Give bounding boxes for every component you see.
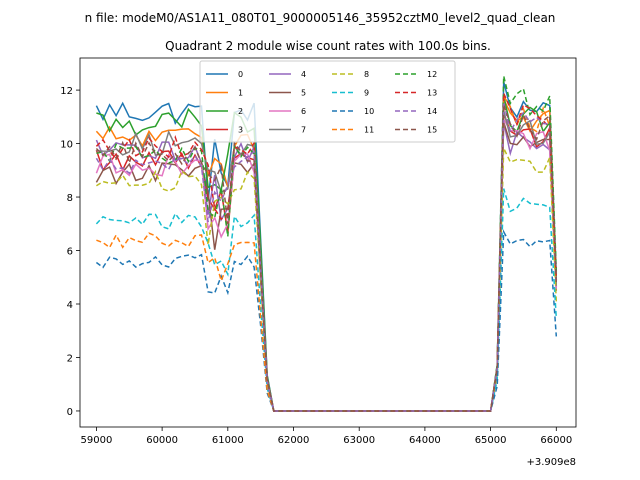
x-tick-label: 66000 (540, 435, 572, 446)
y-tick-label: 4 (67, 300, 73, 311)
legend-label-15: 15 (427, 126, 437, 135)
legend-label-6: 6 (301, 107, 306, 116)
y-tick-label: 12 (60, 86, 73, 97)
plot-lines (95, 75, 558, 412)
legend-label-13: 13 (427, 89, 437, 98)
legend-label-2: 2 (238, 107, 243, 116)
legend-label-14: 14 (427, 107, 437, 116)
legend-label-4: 4 (301, 70, 306, 79)
series-line-6 (95, 116, 558, 412)
legend-label-12: 12 (427, 70, 437, 79)
x-tick-label: 59000 (81, 435, 113, 446)
chart-title: Quadrant 2 module wise count rates with … (165, 39, 491, 53)
x-tick-label: 64000 (409, 435, 441, 446)
series-line-15 (95, 104, 558, 412)
series-line-1 (95, 98, 558, 412)
legend-label-7: 7 (301, 126, 306, 135)
suptitle: n file: modeM0/AS1A11_080T01_9000005146_… (85, 11, 556, 25)
y-tick-label: 2 (67, 353, 73, 364)
x-tick-label: 60000 (146, 435, 178, 446)
legend-label-11: 11 (364, 126, 374, 135)
series-line-14 (95, 101, 558, 412)
x-tick-label: 65000 (475, 435, 507, 446)
series-line-8 (95, 147, 558, 412)
legend-label-10: 10 (364, 107, 374, 116)
y-tick-label: 8 (67, 193, 73, 204)
legend-label-0: 0 (238, 70, 243, 79)
legend-label-3: 3 (238, 126, 243, 135)
x-tick-label: 62000 (278, 435, 310, 446)
series-line-10 (95, 229, 558, 412)
x-tick-label: 61000 (212, 435, 244, 446)
y-tick-label: 10 (60, 140, 73, 151)
y-tick-label: 0 (67, 407, 73, 418)
legend-label-8: 8 (364, 70, 369, 79)
axes: 59000 60000 61000 62000 63000 64000 65000 66000… (60, 86, 572, 446)
x-offset-text: +3.909e8 (526, 457, 576, 468)
series-line-7 (96, 110, 558, 412)
plot-frame (79, 57, 577, 428)
y-tick-label: 6 (67, 247, 73, 258)
legend-box (199, 60, 456, 143)
legend-label-1: 1 (238, 89, 243, 98)
series-line-9 (95, 188, 558, 412)
x-tick-label: 63000 (343, 435, 375, 446)
legend-label-5: 5 (301, 89, 306, 98)
series-line-13 (95, 92, 558, 412)
legend-label-9: 9 (364, 89, 369, 98)
